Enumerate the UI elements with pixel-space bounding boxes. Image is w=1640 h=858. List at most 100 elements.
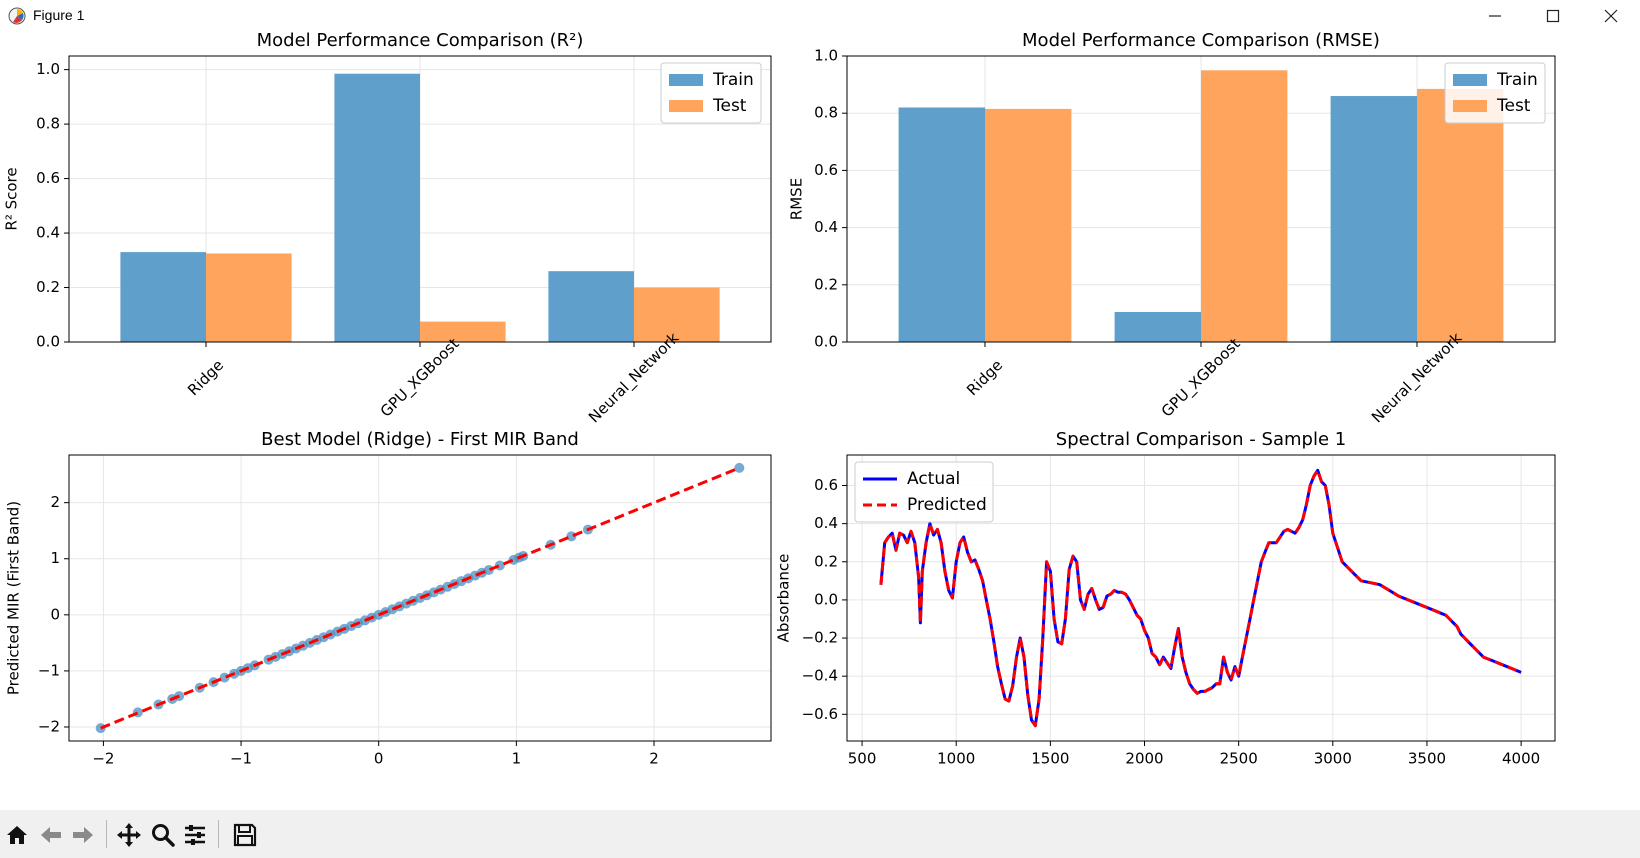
legend-1: Train Test xyxy=(1444,62,1546,124)
pan-button[interactable] xyxy=(114,820,144,850)
x-tick-label: 2000 xyxy=(1125,750,1163,768)
x-tick-label: 1000 xyxy=(937,750,975,768)
scatter-point xyxy=(734,462,745,473)
axes-frame-2 xyxy=(68,454,772,742)
y-tick-label: 0.2 xyxy=(814,552,838,570)
home-button[interactable] xyxy=(2,820,32,850)
x-tick-label: GPU_XGBoost xyxy=(377,335,464,422)
x-tick-label: 3500 xyxy=(1408,750,1446,768)
y-tick-label: −0.2 xyxy=(802,629,838,647)
x-tick-label: 1 xyxy=(512,750,522,768)
y-tick-label: 0.8 xyxy=(36,115,60,133)
window-titlebar: Figure 1 xyxy=(0,0,1640,32)
bar-test-0 xyxy=(206,253,292,342)
y-tick-label: 0 xyxy=(50,605,60,623)
configure-subplots-icon xyxy=(185,825,205,845)
reference-line xyxy=(100,466,740,730)
legend-label: Predicted xyxy=(907,495,987,515)
minimize-icon xyxy=(1489,15,1501,17)
y-tick-label: 0.4 xyxy=(36,224,60,242)
y-tick-label: 0.6 xyxy=(814,161,838,179)
axes-frame-1 xyxy=(846,55,1556,343)
minimize-button[interactable] xyxy=(1466,0,1524,32)
navigation-toolbar xyxy=(0,810,1640,858)
y-axis-label-3: Absorbance xyxy=(775,554,793,643)
y-tick-label: 0.4 xyxy=(814,218,838,236)
legend-label: Test xyxy=(712,96,747,116)
y-tick-label: 0.0 xyxy=(36,333,60,351)
y-tick-label: 0.4 xyxy=(814,514,838,532)
zoom-icon xyxy=(152,824,175,847)
toolbar-separator xyxy=(106,820,107,848)
back-button[interactable] xyxy=(36,820,66,850)
legend-box xyxy=(854,461,994,523)
legend-swatch xyxy=(669,74,703,86)
y-tick-label: −2 xyxy=(38,717,60,735)
legend-swatch xyxy=(1453,74,1487,86)
y-tick-label: 0.2 xyxy=(814,275,838,293)
axes-frame-0 xyxy=(68,55,772,343)
x-tick-label: −2 xyxy=(92,750,114,768)
back-icon xyxy=(41,827,61,843)
y-tick-label: 1 xyxy=(50,549,60,567)
y-tick-label: 0.0 xyxy=(814,590,838,608)
x-tick-label: 2 xyxy=(649,750,659,768)
bar-train-1 xyxy=(1114,311,1201,342)
x-tick-label: 1500 xyxy=(1031,750,1069,768)
y-axis-label-0: R² Score xyxy=(3,167,21,230)
maximize-icon xyxy=(1546,9,1560,23)
forward-button[interactable] xyxy=(68,820,98,850)
axes-frame-3 xyxy=(846,454,1556,742)
maximize-button[interactable] xyxy=(1524,0,1582,32)
x-tick-label: Ridge xyxy=(184,356,227,399)
bar-test-2 xyxy=(634,287,720,342)
x-tick-label: 500 xyxy=(848,750,877,768)
window-title: Figure 1 xyxy=(33,7,85,23)
x-tick-label: 4000 xyxy=(1502,750,1540,768)
forward-icon xyxy=(73,827,93,843)
save-button[interactable] xyxy=(230,820,260,850)
y-tick-label: 1.0 xyxy=(814,47,838,65)
x-tick-label: 0 xyxy=(374,750,384,768)
home-icon xyxy=(7,826,27,844)
y-tick-label: 0.6 xyxy=(814,476,838,494)
bar-train-2 xyxy=(548,271,634,342)
close-button[interactable] xyxy=(1582,0,1640,32)
series-line-predicted xyxy=(879,468,1522,728)
y-tick-label: 2 xyxy=(50,493,60,511)
x-tick-label: GPU_XGBoost xyxy=(1158,335,1245,422)
chart-title-0: Model Performance Comparison (R²) xyxy=(257,32,584,51)
toolbar-separator xyxy=(218,820,219,848)
y-tick-label: 1.0 xyxy=(36,60,60,78)
bar-test-2 xyxy=(1417,88,1504,342)
legend-swatch xyxy=(669,100,703,112)
configure-subplots-button[interactable] xyxy=(180,820,210,850)
bar-train-0 xyxy=(898,107,985,342)
y-tick-label: −0.6 xyxy=(802,705,838,723)
bar-train-0 xyxy=(120,252,206,342)
legend-label: Actual xyxy=(907,469,960,489)
legend-swatch xyxy=(1453,100,1487,112)
bar-train-1 xyxy=(334,73,420,342)
legend-3: Actual Predicted xyxy=(854,461,994,523)
chart-title-2: Best Model (Ridge) - First MIR Band xyxy=(261,429,579,450)
legend-label: Test xyxy=(1496,96,1531,116)
x-tick-label: 3000 xyxy=(1314,750,1352,768)
save-icon xyxy=(233,823,257,847)
pan-icon xyxy=(117,823,141,847)
x-tick-label: 2500 xyxy=(1220,750,1258,768)
bar-test-1 xyxy=(1201,70,1288,343)
close-icon xyxy=(1604,9,1618,23)
chart-title-1: Model Performance Comparison (RMSE) xyxy=(1022,32,1380,51)
chart-title-3: Spectral Comparison - Sample 1 xyxy=(1056,429,1346,450)
y-tick-label: 0.6 xyxy=(36,169,60,187)
matplotlib-icon xyxy=(8,7,26,25)
y-axis-label-2: Predicted MIR (First Band) xyxy=(5,501,23,695)
bar-test-0 xyxy=(985,108,1072,342)
bar-test-1 xyxy=(420,321,506,342)
x-tick-label: Ridge xyxy=(963,356,1006,399)
y-tick-label: 0.2 xyxy=(36,278,60,296)
legend-label: Train xyxy=(1496,70,1538,90)
zoom-button[interactable] xyxy=(148,820,178,850)
